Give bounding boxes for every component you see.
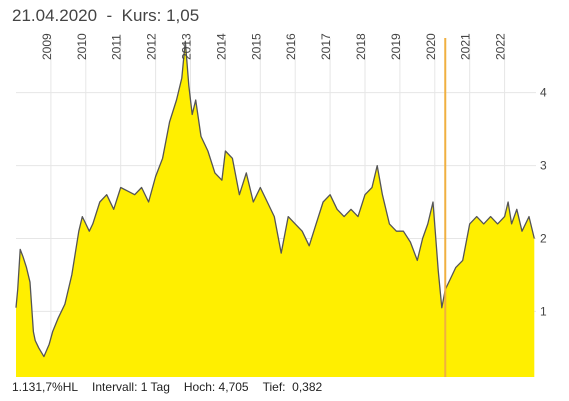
y-tick-label: 1: [540, 304, 547, 318]
footer-interval: Intervall: 1 Tag: [92, 380, 170, 394]
footer-high: Hoch: 4,705: [183, 380, 249, 394]
year-tick-label: 2018: [354, 33, 368, 60]
footer-low: Tief: 0,382: [262, 380, 323, 394]
year-tick-label: 2013: [179, 33, 193, 60]
header-separator: -: [106, 6, 113, 25]
y-tick-label: 2: [540, 231, 547, 245]
year-tick-label: 2009: [40, 33, 54, 60]
footer-hl: 1.131,7%HL: [12, 380, 79, 394]
y-tick-label: 4: [540, 86, 547, 100]
year-tick-label: 2016: [284, 33, 298, 60]
year-tick-label: 2015: [249, 33, 263, 60]
header-date: 21.04.2020: [12, 6, 98, 25]
year-tick-label: 2020: [424, 33, 438, 60]
year-tick-label: 2022: [494, 33, 508, 60]
label-layer: 2009 2010 2011 2012 2013 2014 2015 2016 2017 2018…: [40, 33, 547, 318]
price-area: [16, 41, 535, 378]
year-tick-label: 2017: [319, 33, 333, 60]
year-tick-label: 2010: [75, 33, 89, 60]
area-layer: [15, 40, 535, 378]
year-tick-label: 2012: [145, 33, 159, 60]
chart-header: 21.04.2020 - Kurs: 1,05: [12, 6, 199, 26]
year-tick-label: 2014: [214, 33, 228, 60]
year-tick-label: 2019: [389, 33, 403, 60]
y-tick-label: 3: [540, 159, 547, 173]
year-tick-label: 2011: [110, 34, 124, 60]
header-price-value: 1,05: [166, 6, 200, 25]
chart-footer: 1.131,7%HL Intervall: 1 Tag Hoch: 4,705 Tie…: [12, 380, 336, 394]
header-price-label: Kurs:: [121, 6, 162, 25]
year-tick-label: 2021: [459, 33, 473, 60]
